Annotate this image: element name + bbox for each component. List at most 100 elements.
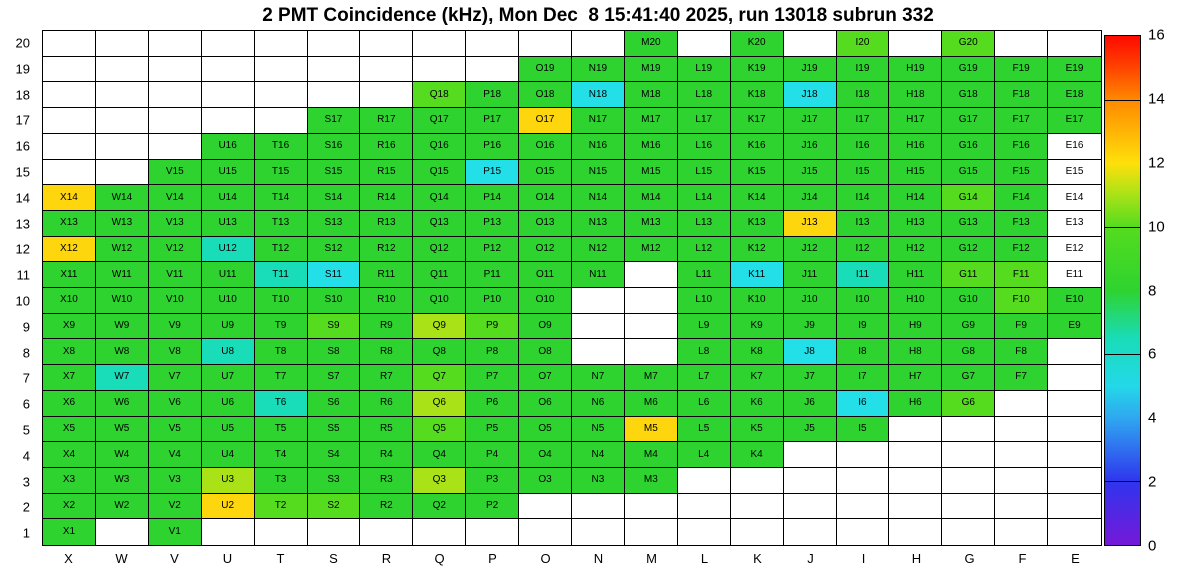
cell-H19: H19: [889, 56, 943, 83]
cell-O2: [519, 493, 572, 520]
cell-M12: M12: [624, 236, 678, 263]
cell-O10: O10: [519, 288, 572, 314]
cell-N3: N3: [572, 467, 625, 494]
cell-V9: V9: [148, 313, 202, 340]
colorbar-label-8: 8: [1148, 282, 1157, 299]
cell-N6: N6: [572, 390, 625, 417]
cell-M3: M3: [624, 467, 678, 494]
cell-F9: F9: [995, 313, 1049, 340]
cell-L4: L4: [677, 442, 731, 468]
cell-F18: F18: [995, 82, 1049, 109]
cell-O6: O6: [519, 390, 572, 417]
cell-N16: N16: [572, 133, 625, 160]
cell-L18: L18: [677, 82, 731, 109]
cell-K8: K8: [730, 339, 784, 366]
cell-O11: O11: [519, 262, 572, 288]
cell-H4: [889, 442, 943, 468]
cell-O19: O19: [519, 56, 572, 83]
y-tick-label-9: 9: [22, 319, 30, 335]
cell-M6: M6: [624, 390, 678, 417]
colorbar-label-12: 12: [1148, 154, 1165, 172]
cell-G9: G9: [942, 313, 996, 340]
cell-S1: [308, 519, 361, 545]
cell-N10: [572, 288, 625, 314]
cell-M16: M16: [624, 133, 678, 160]
cell-L7: L7: [677, 365, 731, 391]
cell-G13: G13: [942, 210, 996, 237]
cell-I14: I14: [836, 185, 890, 211]
cell-F5: [995, 416, 1049, 443]
cell-M2: [624, 493, 678, 520]
cell-V12: V12: [148, 236, 202, 263]
cell-T17: [254, 108, 308, 134]
cell-R1: [360, 519, 414, 545]
cell-V13: V13: [148, 210, 202, 237]
cell-W18: [95, 82, 149, 109]
cell-E18: E18: [1048, 82, 1101, 109]
cell-S6: S6: [307, 390, 361, 417]
cell-M15: M15: [624, 159, 678, 186]
cell-G3: [942, 467, 996, 494]
cell-O3: O3: [519, 467, 572, 494]
cell-G16: G16: [942, 133, 996, 160]
cell-S7: S7: [307, 365, 361, 391]
cell-X8: X8: [43, 339, 96, 366]
cell-M20: M20: [624, 31, 678, 57]
cell-S15: S15: [307, 159, 361, 186]
x-tick-label-W: W: [115, 551, 128, 566]
cell-F20: [995, 31, 1049, 57]
colorbar-label-10: 10: [1148, 218, 1165, 236]
cell-N4: N4: [572, 442, 625, 468]
cell-S5: S5: [307, 416, 361, 443]
cell-T4: T4: [254, 442, 308, 468]
cell-F3: [995, 467, 1049, 494]
y-tick-label-1: 1: [22, 525, 30, 541]
cell-N11: N11: [572, 262, 625, 288]
cell-N7: N7: [572, 365, 625, 391]
cell-W5: W5: [95, 416, 149, 443]
cell-I5: I5: [836, 416, 890, 443]
cell-V6: V6: [148, 390, 202, 417]
cell-L16: L16: [677, 133, 731, 160]
cell-J4: [783, 442, 837, 468]
y-tick-label-4: 4: [22, 448, 30, 464]
cell-Q10: Q10: [413, 288, 467, 314]
cell-J17: J17: [783, 108, 837, 134]
y-tick-label-17: 17: [15, 112, 30, 128]
cell-I9: I9: [836, 313, 890, 340]
cell-W12: W12: [95, 236, 149, 263]
cell-V11: V11: [148, 262, 202, 288]
cell-O12: O12: [519, 236, 572, 263]
colorbar-label-2: 2: [1148, 473, 1157, 491]
cell-E7: [1048, 365, 1101, 391]
cell-P2: P2: [466, 493, 520, 520]
cell-K10: K10: [730, 288, 784, 314]
cell-K12: K12: [730, 236, 784, 263]
cell-P6: P6: [466, 390, 520, 417]
cell-P9: P9: [466, 313, 520, 340]
cell-R9: R9: [360, 313, 414, 340]
y-tick-label-19: 19: [15, 61, 30, 77]
cell-U15: U15: [201, 159, 255, 186]
cell-S14: S14: [307, 185, 361, 211]
cell-T19: [254, 56, 308, 83]
cell-F7: F7: [995, 365, 1049, 391]
x-tick-label-G: G: [964, 551, 975, 566]
cell-L12: L12: [677, 236, 731, 263]
cell-W19: [95, 56, 149, 83]
cell-X20: [43, 31, 96, 57]
cell-J1: [784, 519, 837, 545]
cell-F14: F14: [995, 185, 1049, 211]
cell-G6: G6: [942, 390, 996, 417]
cell-E16: E16: [1048, 133, 1101, 160]
cell-L2: [677, 493, 731, 520]
cell-I2: [836, 493, 890, 520]
cell-J16: J16: [783, 133, 837, 160]
cell-E11: E11: [1048, 262, 1101, 288]
cell-P12: P12: [466, 236, 520, 263]
cell-M18: M18: [624, 82, 678, 109]
cell-F10: F10: [995, 288, 1049, 314]
cell-Q7: Q7: [413, 365, 467, 391]
cell-W8: W8: [95, 339, 149, 366]
cell-X4: X4: [43, 442, 96, 468]
